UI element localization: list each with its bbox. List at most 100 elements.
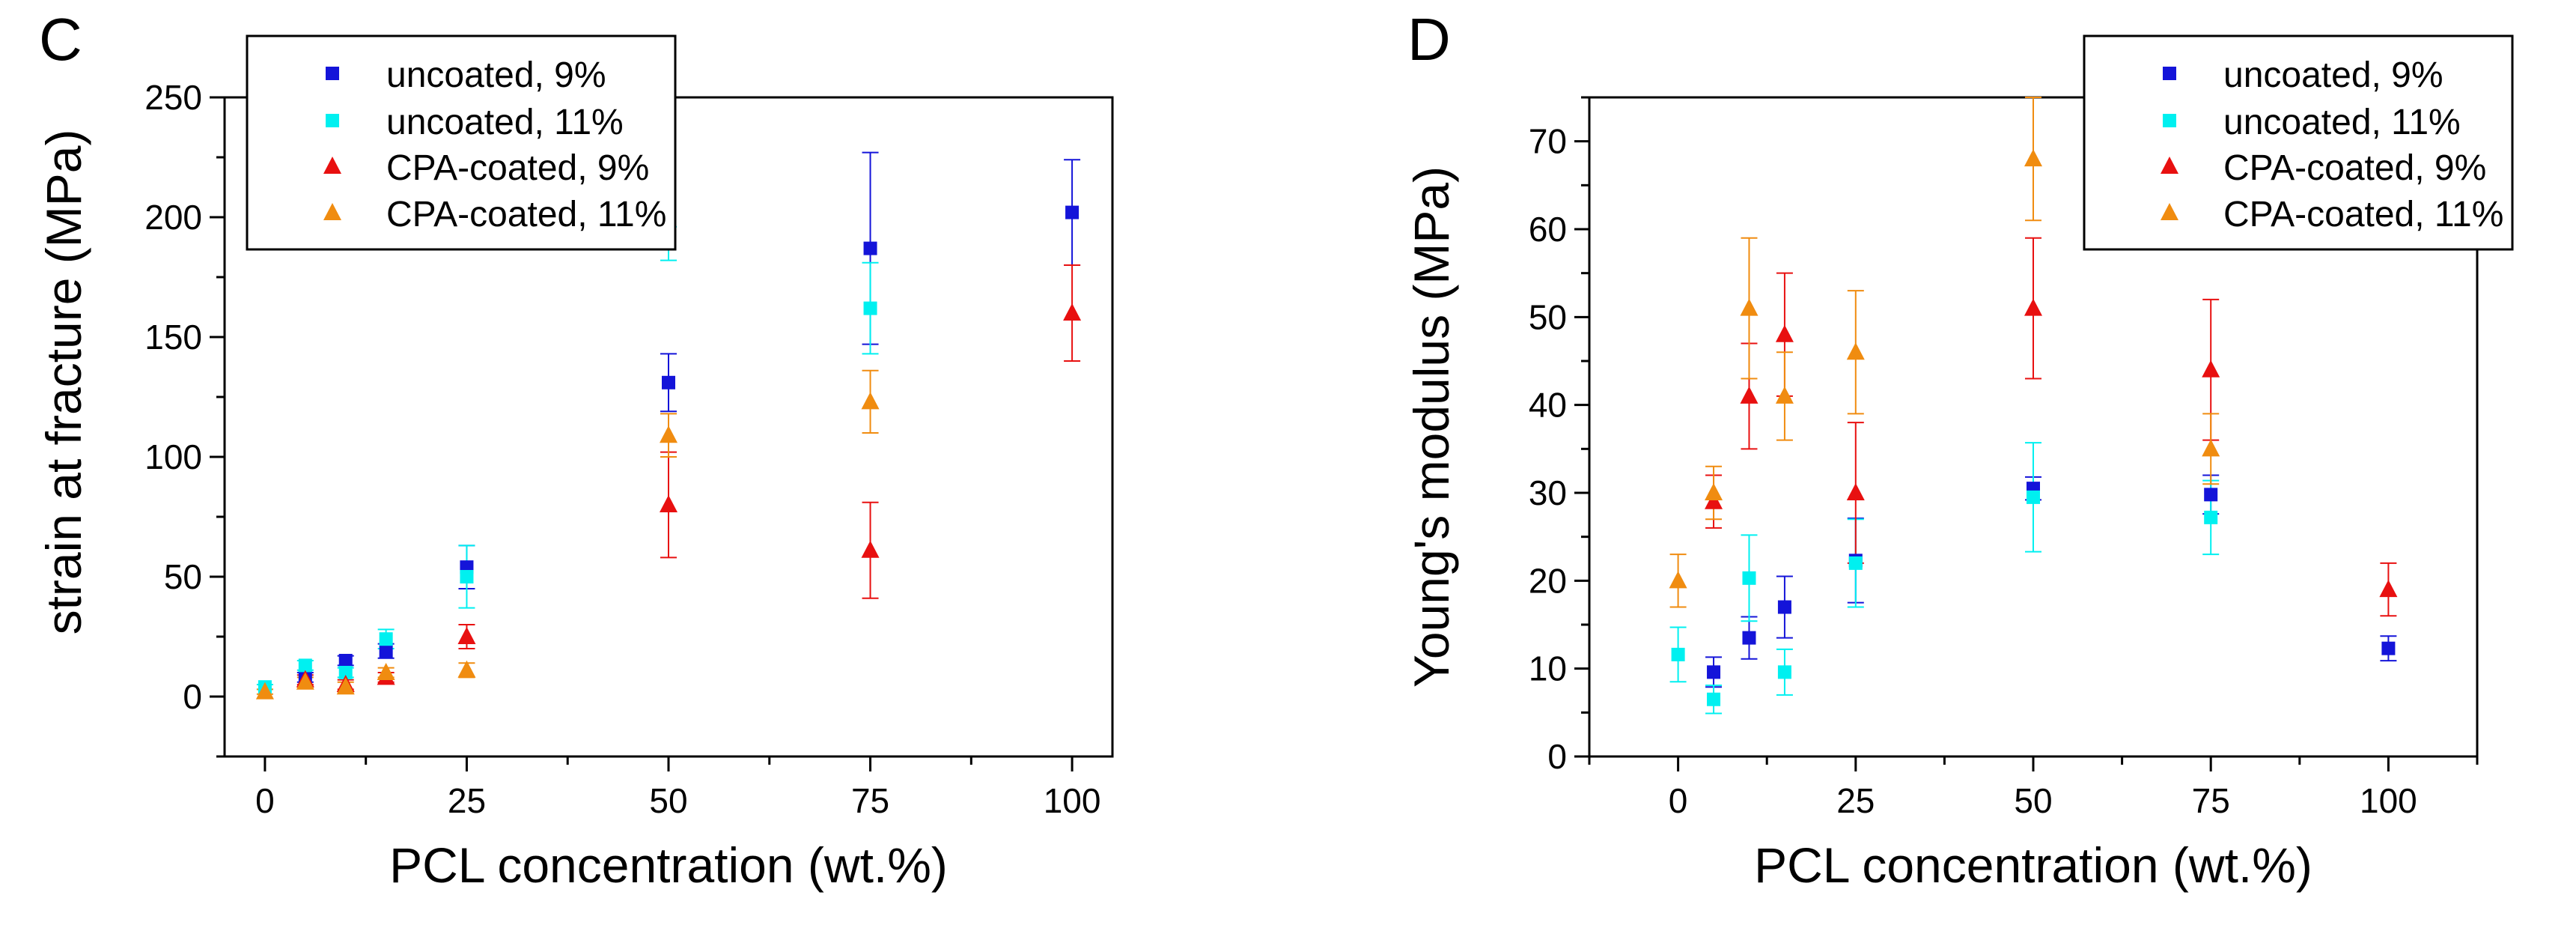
legend-text: CPA-coated, 9% xyxy=(2223,148,2486,188)
data-point-square xyxy=(379,644,393,658)
x-tick-label: 0 xyxy=(1669,781,1688,820)
y-tick-label: 150 xyxy=(144,318,202,357)
data-point-triangle xyxy=(1705,491,1723,509)
axis-ticks: 0 25 50 75 100 0 10 20 30 40 50 60 70 xyxy=(1529,96,2479,820)
legend-text: CPA-coated, 11% xyxy=(386,195,666,234)
y-tick-label: 50 xyxy=(1529,297,1567,336)
data-point-triangle xyxy=(255,682,274,700)
data-point-square xyxy=(863,301,877,315)
legend-text: CPA-coated, 11% xyxy=(2223,195,2503,234)
data-point-triangle xyxy=(336,677,355,695)
data-point-triangle xyxy=(2379,580,2398,598)
panel-d-modulus-chart: D 0 25 50 75 100 0 10 20 30 40 50 60 70 PCL concentr… xyxy=(1404,6,2514,893)
x-tick-label: 100 xyxy=(1044,781,1101,820)
data-point-triangle xyxy=(1063,303,1082,321)
data-point-square xyxy=(338,654,353,667)
data-point-triangle xyxy=(457,627,476,644)
y-tick-label: 0 xyxy=(1547,737,1567,776)
data-point-square xyxy=(1065,205,1080,219)
legend-box xyxy=(246,34,677,251)
data-point-triangle xyxy=(1669,571,1687,589)
data-point-square xyxy=(1707,665,1721,679)
data-point-square xyxy=(298,658,312,673)
legend-marker-triangle xyxy=(2161,157,2178,174)
panel-c-strain-chart: C 0 25 50 75 100 0 50 100 150 200 250 PCL concentr… xyxy=(36,6,1114,893)
x-axis-label: PCL concentration (wt.%) xyxy=(389,837,948,893)
y-tick-label: 100 xyxy=(144,437,202,476)
legend-text: uncoated, 11% xyxy=(2223,103,2461,142)
data-point-triangle xyxy=(1846,483,1865,500)
x-tick-label: 25 xyxy=(448,781,486,820)
y-axis-label: Young's modulus (MPa) xyxy=(1404,166,1459,688)
y-tick-label: 40 xyxy=(1529,386,1567,425)
legend-marker-square xyxy=(2163,67,2176,80)
data-point-square xyxy=(2381,641,2396,655)
legend-marker-square xyxy=(326,67,339,80)
data-point-square xyxy=(1742,631,1756,645)
data-point-triangle xyxy=(1740,386,1759,404)
y-tick-label: 200 xyxy=(144,198,202,237)
data-point-triangle xyxy=(660,495,678,512)
legend-item: uncoated, 9% xyxy=(2163,55,2443,95)
data-point-square xyxy=(1707,692,1721,706)
legend-marker-square xyxy=(2163,114,2176,127)
data-point-square xyxy=(1777,665,1791,679)
data-point-triangle xyxy=(1740,298,1759,316)
y-tick-label: 50 xyxy=(164,557,202,596)
y-tick-label: 250 xyxy=(144,78,202,117)
data-markers xyxy=(1669,149,2398,706)
data-point-square xyxy=(1848,556,1863,570)
data-point-triangle xyxy=(2202,360,2220,377)
panel-label: D xyxy=(1407,6,1451,73)
legend: uncoated, 9% uncoated, 11% CPA-coated, 9… xyxy=(2083,34,2514,251)
legend-text: uncoated, 11% xyxy=(386,103,624,142)
legend-item: CPA-coated, 9% xyxy=(323,148,649,188)
x-axis-label: PCL concentration (wt.%) xyxy=(1754,837,2312,893)
data-point-triangle xyxy=(1775,386,1794,404)
y-axis-label: strain at fracture (MPa) xyxy=(36,130,91,635)
legend-item: CPA-coated, 11% xyxy=(323,195,666,234)
legend-item: uncoated, 9% xyxy=(326,55,606,95)
x-tick-label: 0 xyxy=(255,781,275,820)
y-tick-label: 10 xyxy=(1529,649,1567,688)
legend-item: uncoated, 11% xyxy=(326,103,624,142)
y-tick-label: 70 xyxy=(1529,122,1567,161)
data-point-square xyxy=(2204,510,2218,524)
legend-marker-triangle xyxy=(2161,203,2178,220)
legend-item: uncoated, 11% xyxy=(2163,103,2461,142)
data-point-square xyxy=(1671,647,1685,661)
data-point-triangle xyxy=(660,425,678,443)
x-tick-label: 50 xyxy=(649,781,687,820)
data-point-triangle xyxy=(861,392,880,410)
data-point-square xyxy=(863,241,877,255)
data-point-square xyxy=(2027,490,2040,504)
x-tick-label: 25 xyxy=(1836,781,1875,820)
legend-marker-triangle xyxy=(323,203,341,220)
y-tick-label: 0 xyxy=(183,677,202,716)
legend-item: CPA-coated, 9% xyxy=(2161,148,2486,188)
legend-text: CPA-coated, 9% xyxy=(386,148,649,188)
data-point-triangle xyxy=(296,672,314,690)
legend-item: CPA-coated, 11% xyxy=(2161,195,2503,234)
data-point-triangle xyxy=(2024,149,2042,167)
data-point-triangle xyxy=(1775,324,1794,342)
x-tick-label: 75 xyxy=(2192,781,2230,820)
data-point-square xyxy=(1777,600,1791,614)
y-tick-label: 30 xyxy=(1529,473,1567,512)
data-point-triangle xyxy=(1705,483,1723,500)
legend-box xyxy=(2083,34,2514,251)
legend-text: uncoated, 9% xyxy=(2223,55,2443,95)
data-point-triangle xyxy=(2202,439,2220,457)
data-point-square xyxy=(662,375,675,389)
x-tick-label: 75 xyxy=(851,781,889,820)
legend: uncoated, 9% uncoated, 11% CPA-coated, 9… xyxy=(246,34,677,251)
x-tick-label: 100 xyxy=(2360,781,2417,820)
data-point-triangle xyxy=(457,660,476,678)
legend-text: uncoated, 9% xyxy=(386,55,606,95)
legend-marker-triangle xyxy=(323,157,341,174)
panel-label: C xyxy=(39,6,82,73)
legend-marker-square xyxy=(326,114,339,127)
y-tick-label: 60 xyxy=(1529,210,1567,249)
data-point-triangle xyxy=(2024,298,2042,316)
